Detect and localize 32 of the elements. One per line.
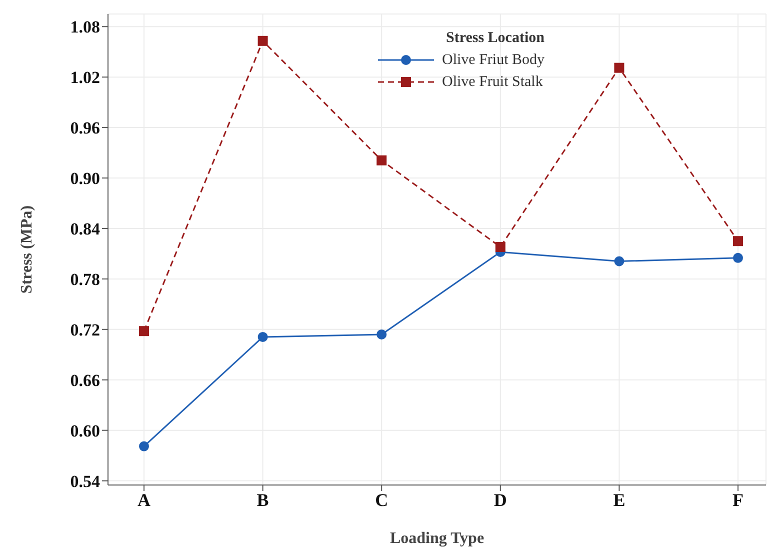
- point: [258, 36, 268, 46]
- point: [139, 326, 149, 336]
- x-tick-label: F: [732, 490, 744, 510]
- legend-label: Olive Friut Body: [442, 52, 545, 68]
- y-tick-label: 0.90: [70, 169, 100, 188]
- y-tick-label: 0.96: [70, 118, 100, 138]
- legend-title: Stress Location: [446, 30, 546, 47]
- x-tick-label: A: [138, 490, 150, 510]
- y-tick-label: 0.84: [70, 220, 100, 239]
- y-tick-label: 1.02: [70, 68, 100, 88]
- point: [376, 155, 387, 166]
- point: [495, 242, 506, 252]
- point: [733, 236, 743, 246]
- x-axis-title: Loading Type: [390, 530, 484, 547]
- legend-label: Olive Fruit Stalk: [442, 74, 543, 90]
- point: [376, 329, 387, 340]
- x-tick-label: D: [494, 490, 507, 510]
- y-axis-title: Stress (MPa): [18, 205, 36, 294]
- point: [614, 256, 624, 266]
- y-tick-label: 0.60: [70, 421, 100, 440]
- y-tick-label: 0.72: [70, 320, 100, 340]
- point: [139, 441, 149, 452]
- x-tick-label: E: [613, 490, 626, 510]
- x-tick-label: C: [375, 490, 388, 510]
- y-tick-label: 0.66: [70, 370, 100, 390]
- point: [733, 252, 743, 263]
- x-tick-label: B: [256, 490, 269, 510]
- point: [614, 62, 624, 73]
- point: [258, 332, 268, 342]
- y-tick-label: 0.78: [70, 270, 100, 289]
- y-tick-label: 1.08: [70, 18, 100, 37]
- y-tick-label: 0.54: [70, 472, 100, 491]
